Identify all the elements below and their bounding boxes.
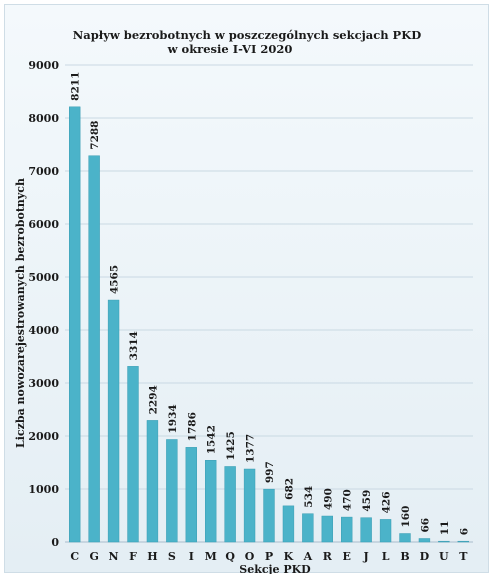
bar-J: [360, 517, 372, 543]
y-tick-label: 5000: [28, 271, 59, 284]
data-label-J: 459: [361, 490, 373, 512]
y-tick-label: 1000: [28, 483, 59, 496]
x-tick-label-C: C: [70, 550, 79, 563]
x-tick-label-U: U: [439, 550, 449, 563]
bar-I: [185, 447, 197, 543]
y-tick-label: 4000: [28, 324, 59, 337]
data-label-G: 7288: [89, 121, 101, 150]
bar-N: [107, 299, 120, 543]
bar-U: [438, 540, 450, 543]
x-tick-label-E: E: [343, 550, 351, 563]
bar-E: [341, 516, 353, 543]
x-tick-label-T: T: [459, 550, 468, 563]
y-tick-label: 0: [51, 536, 59, 549]
x-tick-label-H: H: [147, 550, 157, 563]
data-label-K: 682: [283, 478, 295, 500]
data-label-S: 1934: [167, 404, 179, 433]
bar-B: [399, 533, 411, 543]
data-label-D: 66: [419, 518, 431, 533]
y-axis-title: Liczba nowozarejestrowanych bezrobotnych: [14, 178, 27, 448]
x-tick-label-S: S: [168, 550, 176, 563]
x-tick-label-F: F: [129, 550, 137, 563]
data-label-F: 3314: [128, 331, 140, 360]
data-label-C: 8211: [70, 72, 82, 101]
y-tick-label: 2000: [28, 430, 59, 443]
y-tick-label: 3000: [28, 377, 59, 390]
data-label-P: 997: [264, 461, 276, 483]
bar-M: [205, 460, 217, 543]
bar-R: [321, 515, 333, 543]
y-axis-ticks: 0 1000 2000 3000 4000 5000 6000 7000 8000 9000: [28, 59, 59, 549]
chart-container: Napływ bezrobotnych w poszczególnych sek…: [4, 4, 489, 574]
x-tick-label-P: P: [265, 550, 273, 563]
data-label-B: 160: [400, 506, 412, 528]
x-tick-label-R: R: [323, 550, 333, 563]
bar-Q: [224, 466, 236, 543]
data-label-H: 2294: [147, 385, 159, 414]
y-tick-label: 6000: [28, 218, 59, 231]
bar-P: [263, 488, 275, 543]
bar-C: [69, 106, 81, 543]
bar-H: [146, 420, 159, 543]
y-tick-label: 8000: [28, 112, 59, 125]
data-label-U: 11: [439, 521, 451, 536]
y-tick-label: 9000: [28, 59, 59, 72]
x-tick-label-I: I: [189, 550, 194, 563]
x-tick-label-K: K: [284, 550, 294, 563]
data-label-Q: 1425: [225, 431, 237, 460]
x-tick-label-B: B: [400, 550, 409, 563]
x-tick-label-O: O: [245, 550, 255, 563]
x-tick-label-M: M: [205, 550, 217, 563]
x-tick-label-N: N: [109, 550, 119, 563]
data-label-I: 1786: [186, 412, 198, 441]
bar-G: [88, 155, 100, 543]
bar-O: [243, 468, 256, 543]
bar-chart: Napływ bezrobotnych w poszczególnych sek…: [14, 28, 473, 574]
chart-title-line1: Napływ bezrobotnych w poszczególnych sek…: [73, 28, 421, 42]
bar-F: [127, 366, 139, 543]
bar-A: [302, 513, 314, 543]
x-tick-label-A: A: [303, 550, 313, 563]
data-label-A: 534: [303, 486, 315, 508]
x-tick-label-J: J: [363, 550, 369, 563]
data-label-L: 426: [381, 492, 393, 514]
data-label-O: 1377: [245, 434, 257, 463]
bar-T: [457, 540, 469, 543]
data-label-N: 4565: [109, 265, 121, 294]
x-tick-label-L: L: [382, 550, 390, 563]
bar-S: [166, 439, 178, 543]
bar-D: [418, 538, 431, 543]
data-label-E: 470: [342, 489, 354, 511]
bar-L: [379, 519, 392, 543]
data-label-M: 1542: [206, 425, 218, 454]
x-axis-title: Sekcje PKD: [239, 563, 311, 574]
bar-K: [282, 505, 295, 543]
x-tick-label-Q: Q: [225, 550, 235, 563]
chart-title-line2: w okresie I-VI 2020: [167, 42, 293, 56]
data-label-R: 490: [322, 488, 334, 510]
x-tick-label-D: D: [420, 550, 430, 563]
bars: [69, 106, 469, 543]
x-tick-label-G: G: [89, 550, 98, 563]
data-labels: 8211 7288 4565 3314 2294 1934 1786 1542 1425 1377…: [70, 72, 471, 536]
y-tick-label: 7000: [28, 165, 59, 178]
data-label-T: 6: [458, 528, 470, 535]
